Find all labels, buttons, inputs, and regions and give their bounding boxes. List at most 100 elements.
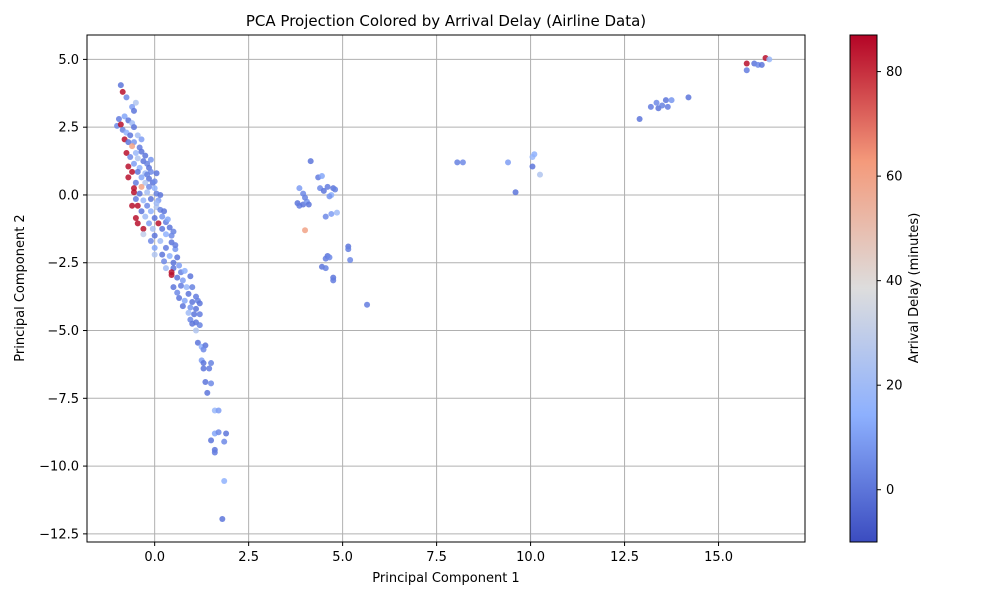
data-point — [170, 284, 177, 291]
data-point — [505, 159, 512, 166]
data-point — [134, 220, 141, 227]
colorbar — [849, 34, 878, 543]
data-point — [332, 186, 339, 193]
x-tick-label: 2.5 — [238, 550, 259, 565]
data-point — [766, 56, 773, 63]
data-point — [166, 224, 173, 231]
data-point — [132, 179, 139, 186]
data-point — [743, 67, 750, 74]
data-point — [125, 174, 132, 181]
data-point — [149, 225, 156, 232]
x-axis-label: Principal Component 1 — [372, 571, 519, 586]
data-point — [183, 284, 190, 291]
data-point — [174, 254, 181, 261]
data-point — [668, 97, 675, 104]
y-axis-ticks: 5.0 2.5 0.0 −2.5 −5.0 −7.5 −10.0 −12.5 — [39, 53, 87, 542]
data-point — [662, 97, 669, 104]
data-point — [130, 189, 137, 196]
data-point — [166, 252, 173, 259]
data-point — [157, 191, 164, 198]
colorbar-ticks: 0 20 40 60 80 — [877, 65, 903, 498]
data-point — [119, 88, 126, 95]
data-points — [114, 55, 773, 522]
data-point — [162, 231, 169, 238]
data-point — [174, 274, 181, 281]
data-point — [305, 201, 312, 208]
data-point — [138, 148, 145, 155]
data-point — [159, 251, 166, 258]
data-point — [322, 213, 329, 220]
data-point — [151, 185, 158, 192]
data-point — [144, 202, 151, 209]
data-point — [132, 196, 139, 203]
data-point — [134, 155, 141, 162]
data-point — [140, 231, 147, 238]
data-point — [318, 172, 325, 179]
data-point — [179, 277, 186, 284]
y-tick-label: −10.0 — [39, 460, 79, 475]
data-point — [189, 284, 196, 291]
data-point — [200, 346, 207, 353]
x-axis-ticks: 0.0 2.5 5.0 7.5 10.0 12.5 15.0 — [144, 542, 733, 565]
data-point — [129, 143, 136, 150]
data-point — [215, 407, 222, 414]
data-point — [151, 215, 158, 222]
data-point — [208, 360, 215, 367]
data-point — [193, 327, 200, 334]
data-point — [138, 208, 145, 215]
data-point — [208, 380, 215, 387]
data-point — [328, 210, 335, 217]
data-point — [345, 246, 352, 253]
x-tick-label: 7.5 — [426, 550, 447, 565]
data-point — [134, 132, 141, 139]
data-point — [176, 262, 183, 269]
data-point — [132, 99, 139, 106]
data-point — [138, 136, 145, 143]
data-point — [347, 257, 354, 264]
data-point — [151, 178, 158, 185]
data-point — [531, 151, 538, 158]
data-point — [117, 121, 124, 128]
data-point — [146, 183, 153, 190]
x-tick-label: 15.0 — [704, 550, 733, 565]
y-tick-label: 0.0 — [58, 188, 79, 203]
data-point — [202, 379, 209, 386]
data-point — [219, 515, 226, 522]
data-point — [132, 215, 139, 222]
data-point — [536, 171, 543, 178]
data-point — [364, 301, 371, 308]
data-point — [204, 389, 211, 396]
y-tick-label: −5.0 — [47, 324, 79, 339]
data-point — [187, 304, 194, 311]
data-point — [185, 290, 192, 297]
data-point — [181, 297, 188, 304]
data-point — [136, 190, 143, 197]
data-point — [208, 437, 215, 444]
data-point — [653, 99, 660, 106]
data-point — [144, 171, 151, 178]
data-point — [172, 242, 179, 249]
data-point — [144, 189, 151, 196]
data-point — [529, 163, 536, 170]
data-point — [142, 179, 149, 186]
data-point — [307, 158, 314, 165]
data-point — [130, 107, 137, 114]
data-point — [454, 159, 461, 166]
data-point — [129, 168, 136, 175]
data-point — [215, 429, 222, 436]
colorbar-tick-label: 80 — [886, 65, 903, 80]
data-point — [147, 238, 154, 245]
data-point — [134, 168, 141, 175]
data-point — [333, 209, 340, 216]
data-point — [322, 265, 329, 272]
data-point — [155, 220, 162, 227]
colorbar-tick-label: 40 — [886, 274, 903, 289]
data-point — [130, 160, 137, 167]
data-point — [151, 232, 158, 239]
data-point — [123, 149, 130, 156]
data-point — [168, 271, 175, 278]
data-point — [162, 244, 169, 251]
data-point — [146, 220, 153, 227]
data-point — [123, 94, 130, 101]
data-point — [211, 449, 218, 456]
